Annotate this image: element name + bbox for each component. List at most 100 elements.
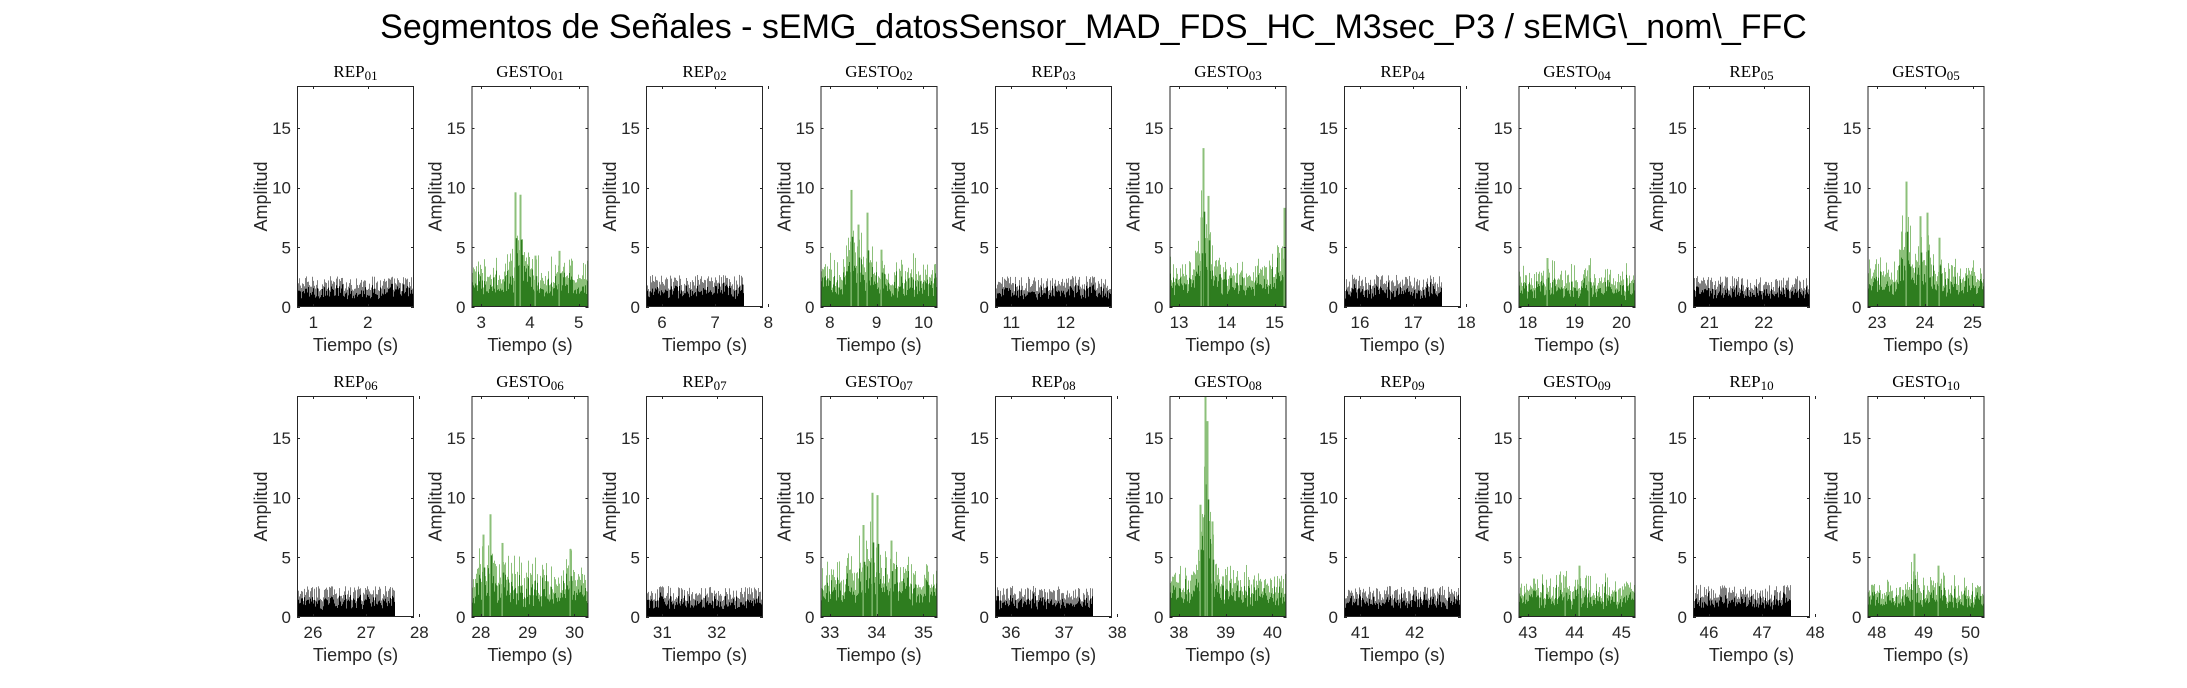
signal-bar [1417, 279, 1418, 307]
x-tick-label: 36 [1001, 623, 1020, 642]
signal-bar [693, 294, 694, 307]
signal-bar [1603, 609, 1604, 617]
signal-bar [1244, 586, 1245, 617]
signal-bar [715, 598, 716, 617]
y-tick-label: 0 [980, 608, 989, 627]
signal-bar [1262, 267, 1263, 307]
signal-bar [1932, 288, 1933, 307]
signal-bar [1554, 605, 1555, 617]
signal-bar [1740, 603, 1741, 617]
signal-bar [1767, 602, 1768, 617]
signal-bar [1224, 603, 1225, 617]
signal-bars [1519, 565, 1635, 617]
signal-bar [1539, 608, 1540, 617]
signal-bar [512, 275, 513, 307]
signal-bar [1363, 295, 1364, 307]
signal-bar [548, 278, 549, 307]
signal-bar [1587, 597, 1588, 617]
signal-bar [1237, 585, 1238, 617]
signal-bar [1624, 596, 1625, 617]
signal-bar [1918, 267, 1919, 307]
signal-bar [1071, 287, 1072, 307]
signal-bars [472, 514, 588, 617]
x-axis-label: Tiempo (s) [836, 335, 921, 355]
signal-bar [1397, 288, 1398, 307]
signal-bar [1712, 288, 1713, 307]
signal-bar [1890, 285, 1891, 307]
signal-bar [1088, 606, 1089, 617]
signal-bar [513, 292, 514, 307]
signal-bar [1222, 294, 1223, 307]
signal-bar [1190, 599, 1191, 617]
signal-bar [1186, 284, 1187, 307]
signal-bar [1935, 601, 1936, 617]
signal-bar [1626, 274, 1627, 307]
signal-bar [1052, 285, 1053, 307]
signal-bar [559, 583, 560, 617]
signal-bar [1191, 593, 1192, 617]
signal-bar [1878, 277, 1879, 307]
signal-bar [1732, 288, 1733, 307]
signal-bar [361, 290, 362, 307]
signal-bar [1555, 598, 1556, 617]
signal-bar [659, 597, 660, 617]
signal-bar [712, 600, 713, 617]
signal-bar [1627, 600, 1628, 617]
signal-bar [1413, 293, 1414, 307]
signal-bar [1592, 606, 1593, 617]
signal-bar [1382, 290, 1383, 307]
signal-bar [495, 274, 496, 307]
signal-bar [1089, 607, 1090, 617]
signal-bar [545, 276, 546, 307]
x-axis-label: Tiempo (s) [313, 335, 398, 355]
signal-bar [1569, 594, 1570, 617]
signal-bar [362, 609, 363, 617]
signal-bar [719, 607, 720, 617]
signal-bar [903, 578, 904, 617]
signal-bar [1190, 580, 1191, 617]
signal-bar [1034, 292, 1035, 307]
signal-bar [1785, 297, 1786, 307]
signal-bar [1724, 602, 1725, 617]
signal-bar [1894, 605, 1895, 617]
signal-bar [848, 265, 849, 307]
signal-bar [1895, 291, 1896, 307]
signal-bar [1948, 602, 1949, 617]
subplot-title: REP09 [1380, 372, 1424, 393]
signal-bar [1037, 600, 1038, 617]
signal-bar [1612, 596, 1613, 617]
signal-bar [548, 581, 549, 617]
signal-bar [504, 587, 505, 617]
signal-bar [1457, 600, 1458, 617]
signal-bar [1758, 295, 1759, 307]
signal-bar [671, 601, 672, 617]
signal-bar [349, 601, 350, 617]
signal-bar [1444, 589, 1445, 617]
signal-bar [1051, 599, 1052, 617]
signal-bar [682, 296, 683, 307]
signal-bar [1194, 591, 1195, 617]
signal-bar [927, 279, 928, 307]
signal-bar [1248, 287, 1249, 307]
y-tick-label: 0 [456, 608, 465, 627]
signal-bar [705, 289, 706, 307]
signal-bar [1806, 286, 1807, 307]
signal-bar [1613, 601, 1614, 617]
x-tick-label: 2 [363, 313, 372, 332]
signal-bar [1403, 294, 1404, 307]
signal-bar [304, 597, 305, 617]
signal-bar [1900, 249, 1901, 307]
signal-bar [674, 608, 675, 617]
signal-bar [746, 608, 747, 617]
signal-bar [672, 294, 673, 307]
signal-bar [1949, 268, 1950, 307]
signal-bar [1218, 281, 1219, 307]
signal-bar [1609, 282, 1610, 307]
x-tick-label: 3 [477, 313, 486, 332]
signal-bar [1903, 280, 1904, 307]
signal-bar [1750, 291, 1751, 307]
signal-bar [1269, 260, 1270, 307]
signal-bar [1885, 601, 1886, 617]
figure-title: Segmentos de Señales - sEMG_datosSensor_… [380, 8, 1807, 46]
